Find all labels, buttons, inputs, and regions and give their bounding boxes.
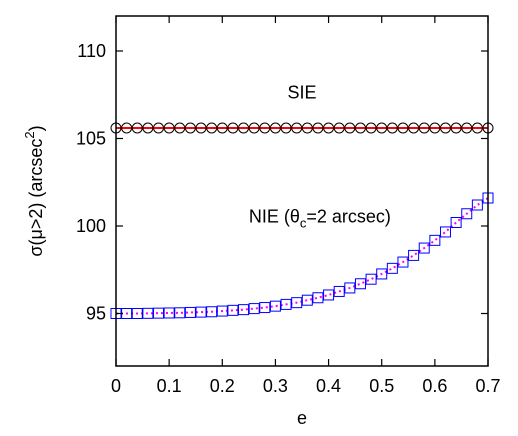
data-point-circle xyxy=(259,122,271,134)
data-point-square xyxy=(344,282,356,294)
x-tick-label: 0.2 xyxy=(210,376,235,396)
annotation-sie: SIE xyxy=(287,82,316,102)
data-point-circle xyxy=(142,122,154,134)
data-point-circle xyxy=(269,122,281,134)
x-tick-label: 0 xyxy=(111,376,121,396)
data-point-square xyxy=(142,307,154,319)
data-point-circle xyxy=(301,122,313,134)
data-point-circle xyxy=(429,122,441,134)
data-point-circle xyxy=(227,122,239,134)
data-point-circle xyxy=(397,122,409,134)
data-point-square xyxy=(301,294,313,306)
data-point-circle xyxy=(131,122,143,134)
data-point-circle xyxy=(195,122,207,134)
x-tick-label: 0.4 xyxy=(316,376,341,396)
data-point-square xyxy=(238,304,250,316)
y-tick-label: 95 xyxy=(86,304,106,324)
data-point-circle xyxy=(206,122,218,134)
data-point-square xyxy=(269,300,281,312)
data-point-circle xyxy=(280,122,292,134)
data-point-square xyxy=(163,307,175,319)
annotation-nie-suffix: =2 arcsec) xyxy=(306,207,391,227)
data-point-square xyxy=(184,306,196,318)
data-point-square xyxy=(206,306,218,318)
data-point-circle xyxy=(121,122,133,134)
annotation-nie-prefix: NIE (θ xyxy=(249,207,300,227)
data-point-square xyxy=(312,292,324,304)
data-point-circle xyxy=(418,122,430,134)
y-tick-label: 105 xyxy=(76,129,106,149)
data-point-square xyxy=(131,308,143,319)
y-axis-label-main: σ(μ>2) (arcsec xyxy=(26,139,46,257)
data-point-circle xyxy=(376,122,388,134)
data-point-circle xyxy=(439,122,451,134)
data-point-square xyxy=(323,289,335,301)
data-point-square xyxy=(461,208,473,220)
data-point-square xyxy=(408,249,420,261)
y-tick-label: 110 xyxy=(77,41,106,61)
data-point-square xyxy=(248,303,260,315)
data-point-circle xyxy=(163,122,175,134)
data-point-square xyxy=(216,305,228,317)
data-point-square xyxy=(471,199,483,211)
x-tick-label: 0.6 xyxy=(422,376,447,396)
data-point-circle xyxy=(312,122,324,134)
data-point-square xyxy=(439,226,451,238)
data-point-circle xyxy=(471,122,483,134)
data-point-square xyxy=(153,307,165,319)
plot-frame xyxy=(115,15,489,367)
axis-ticks xyxy=(115,16,489,366)
data-point-circle xyxy=(386,122,398,134)
data-point-square xyxy=(418,242,430,254)
annotation-nie-subscript: c xyxy=(300,216,307,231)
data-point-square xyxy=(429,234,441,246)
data-point-square xyxy=(291,297,303,309)
x-tick-label: 0.3 xyxy=(263,376,288,396)
y-axis-label-close: ) xyxy=(26,125,46,131)
data-point-circle xyxy=(174,122,186,134)
data-point-circle xyxy=(216,122,228,134)
data-point-circle xyxy=(408,122,420,134)
annotation-nie: NIE (θc=2 arcsec) xyxy=(249,207,391,231)
data-point-square xyxy=(397,256,409,268)
data-point-circle xyxy=(291,122,303,134)
data-point-circle xyxy=(323,122,335,134)
data-point-circle xyxy=(153,122,165,134)
data-point-circle xyxy=(333,122,345,134)
data-point-square xyxy=(280,298,292,310)
x-tick-label: 0.5 xyxy=(369,376,394,396)
data-point-square xyxy=(174,307,186,319)
data-point-circle xyxy=(354,122,366,134)
data-point-circle xyxy=(461,122,473,134)
plot-marks xyxy=(110,122,494,319)
data-point-square xyxy=(195,306,207,318)
y-axis-label: σ(μ>2) (arcsec2) xyxy=(22,125,46,256)
y-axis-label-superscript: 2 xyxy=(22,131,37,138)
x-axis-label: e xyxy=(297,408,307,428)
data-point-square xyxy=(365,273,377,285)
data-point-circle xyxy=(184,122,196,134)
data-point-circle xyxy=(238,122,250,134)
data-point-square xyxy=(259,302,271,314)
x-tick-label: 0.7 xyxy=(475,376,500,396)
data-point-circle xyxy=(365,122,377,134)
y-tick-label: 100 xyxy=(76,216,106,236)
data-point-circle xyxy=(344,122,356,134)
data-point-square xyxy=(333,285,345,297)
data-point-square xyxy=(450,217,462,228)
data-point-square xyxy=(386,262,398,274)
data-point-square xyxy=(354,278,366,290)
data-point-square xyxy=(227,304,239,316)
x-tick-label: 0.1 xyxy=(157,376,182,396)
data-point-circle xyxy=(450,122,462,134)
data-point-square xyxy=(376,268,388,280)
data-point-circle xyxy=(248,122,260,134)
